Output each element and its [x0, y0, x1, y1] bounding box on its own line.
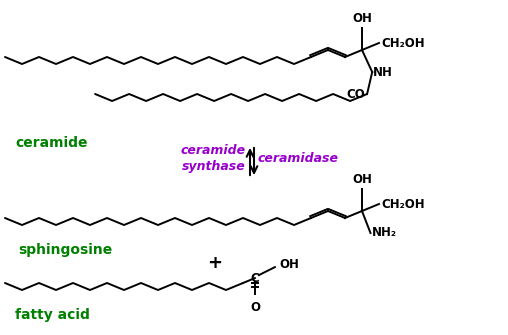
Text: ceramide: ceramide — [16, 136, 88, 150]
Text: fatty acid: fatty acid — [15, 308, 89, 322]
Text: OH: OH — [352, 12, 372, 25]
Text: CH₂OH: CH₂OH — [381, 37, 425, 50]
Text: NH₂: NH₂ — [371, 226, 397, 240]
Text: CH₂OH: CH₂OH — [381, 198, 425, 210]
Text: OH: OH — [279, 258, 299, 271]
Text: CO: CO — [346, 87, 365, 100]
Text: OH: OH — [352, 173, 372, 186]
Text: ceramidase: ceramidase — [258, 151, 339, 164]
Text: sphingosine: sphingosine — [18, 243, 112, 257]
Text: O: O — [250, 301, 260, 314]
Text: +: + — [207, 254, 223, 272]
Text: NH: NH — [373, 66, 393, 78]
Text: C: C — [250, 272, 259, 285]
Text: ceramide
synthase: ceramide synthase — [181, 143, 246, 173]
